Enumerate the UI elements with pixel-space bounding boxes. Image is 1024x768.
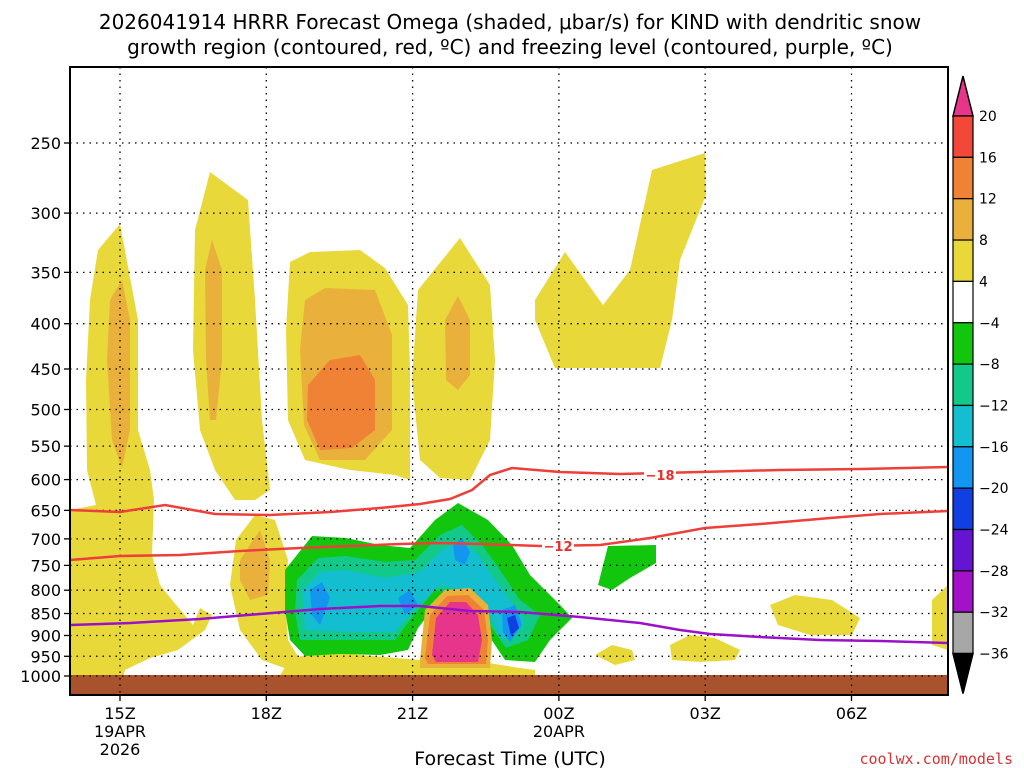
colorbar-bin-11 [952,528,974,572]
colorbar-cap-bottom [952,652,974,694]
credit-text: coolwx.com/models [859,750,1013,768]
y-tick-label-250: 250 [30,134,61,153]
colorbar-cap-top [952,75,974,117]
omega-fill-pos4-col2 [193,172,270,500]
y-tick-label-550: 550 [30,437,61,456]
omega-fill-pos8-lower [240,530,270,600]
colorbar-label-1: 20 [979,109,997,125]
omega-fill-pos20-core [432,602,482,662]
colorbar-bin-13 [952,611,974,655]
x-tick-sublabel-15Z-2: 2026 [100,740,141,759]
colorbar-label-2: 16 [979,150,997,166]
y-tick-label-600: 600 [30,471,61,490]
omega-fill-pos8-col4 [445,296,470,390]
x-tick-label-21Z: 21Z [397,704,428,723]
y-tick-label-700: 700 [30,530,61,549]
colorbar-bin-4 [952,239,974,283]
omega-fill-pos4-small1 [595,645,635,665]
ground-surface [70,675,948,695]
omega-fill-pos8-col2 [205,240,222,420]
y-tick-label-850: 850 [30,605,61,624]
colorbar-bin-10 [952,487,974,531]
x-tick-sublabel-15Z-1: 19APR [94,722,146,741]
omega-fill-pos4-main [70,224,212,690]
colorbar-label-7: −8 [979,357,1000,373]
omega-fill-pos4-small3 [770,595,860,635]
y-tick-label-500: 500 [30,401,61,420]
contour-label-1: −18 [646,469,675,484]
omega-fill-neg20-core [507,615,519,636]
y-tick-label-800: 800 [30,581,61,600]
omega-fill-neg16-c [398,590,418,615]
y-tick-label-750: 750 [30,556,61,575]
colorbar-bin-9 [952,446,974,489]
omega-fill-pos4-upper-right [535,153,706,368]
plot-frame [69,66,949,696]
contour-lines: −18 −12 [69,465,949,645]
colorbar-bin-5 [952,280,974,324]
y-tick-label-650: 650 [30,501,61,520]
x-axis-label: Forecast Time (UTC) [414,748,605,768]
omega-fill-pos12-core [307,355,375,450]
dgz-contour-lower-12 [69,509,949,562]
y-axis-ticks: 250 300 350 400 450 500 550 600 650 700 750 800 850 9… [20,134,70,686]
x-tick-label-18Z: 18Z [251,704,282,723]
y-tick-label-950: 950 [30,647,61,666]
y-tick-label-1000: 1000 [20,667,61,686]
colorbar-bin-3 [952,198,974,241]
colorbar-label-13: −32 [979,605,1009,621]
colorbar-bin-7 [952,363,974,407]
colorbar-label-6: −4 [979,316,1000,332]
y-tick-label-300: 300 [30,204,61,223]
colorbar-label-12: −28 [979,564,1009,580]
colorbar-label-8: −12 [979,398,1009,414]
omega-fill-pos4-small2 [670,635,740,662]
x-tick-label-00Z: 00Z [543,704,574,723]
y-tick-label-400: 400 [30,315,61,334]
colorbar-label-5: 4 [979,274,988,290]
omega-fill-pos8-col1 [107,280,130,468]
x-tick-sublabel-00Z-1: 20APR [533,722,585,741]
colorbar-bin-6 [952,322,974,365]
chart-title-line1: 2026041914 HRRR Forecast Omega (shaded, … [99,10,921,34]
colorbar-bin-12 [952,570,974,613]
chart-title-line2: growth region (contoured, red, ºC) and f… [127,35,893,59]
omega-fill-neg12-main [302,540,525,640]
colorbar-bin-1 [952,115,974,158]
colorbar-bin-8 [952,404,974,448]
dgz-contour-upper-18 [69,465,949,517]
contour-label-bg-2 [542,540,574,555]
colorbar-label-14: −36 [979,647,1009,663]
colorbar-label-4: 8 [979,233,988,249]
colorbar-label-9: −16 [979,440,1009,456]
colorbar-label-10: −20 [979,481,1009,497]
colorbar-label-3: 12 [979,192,997,208]
colorbar-bin-2 [952,156,974,200]
colorbar: 20 16 12 8 4 −4 −8 −12 −16 −20 −24 −28 −32 −36 [952,75,1009,694]
contour-label-bg-1 [644,469,676,484]
x-tick-label-06Z: 06Z [836,704,867,723]
freezing-level-contour [69,604,949,645]
omega-fill-pos4-edge [932,585,948,650]
y-tick-label-350: 350 [30,263,61,282]
contour-label-2: −12 [544,540,573,555]
omega-fill-neg16-a [310,582,330,625]
x-tick-label-03Z: 03Z [690,704,721,723]
colorbar-label-11: −24 [979,523,1009,539]
grid-lines [70,67,948,695]
y-tick-label-900: 900 [30,626,61,645]
y-tick-label-450: 450 [30,360,61,379]
x-tick-label-15Z: 15Z [104,704,135,723]
omega-fill-neg4-right [598,545,656,590]
plot-area [70,153,948,695]
